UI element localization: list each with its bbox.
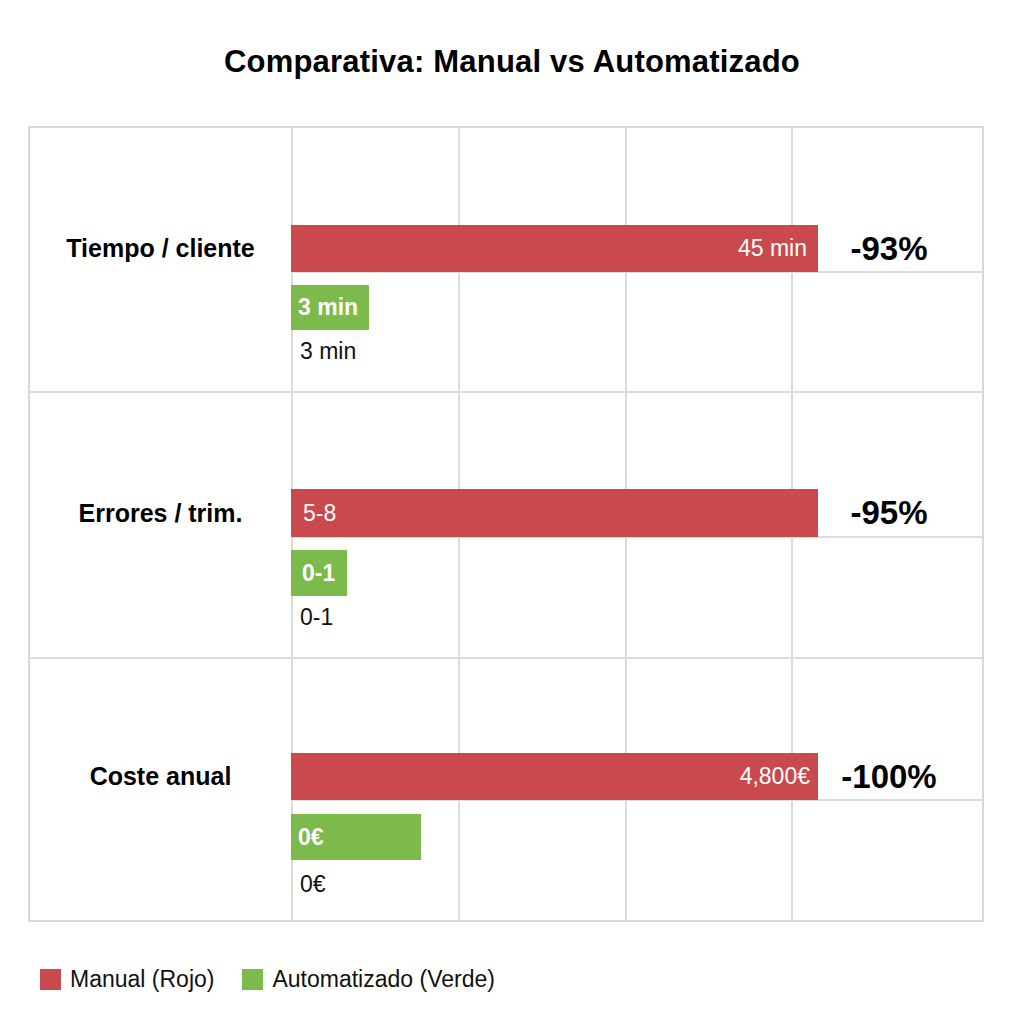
automated-sub-label: 0€ bbox=[300, 870, 326, 898]
legend-label: Manual (Rojo) bbox=[70, 966, 214, 993]
category-label: Coste anual bbox=[30, 753, 291, 800]
manual-bar-value: 4,800€ bbox=[291, 753, 810, 800]
manual-bar: 4,800€ bbox=[291, 753, 818, 800]
automated-bar-value: 3 min bbox=[298, 285, 369, 330]
automated-bar-value: 0€ bbox=[298, 814, 421, 860]
row-separator bbox=[30, 657, 982, 659]
manual-bar-value: 45 min bbox=[291, 225, 807, 272]
reduction-label: -95% bbox=[800, 489, 978, 537]
row-separator bbox=[30, 391, 982, 393]
reduction-label: -93% bbox=[800, 225, 978, 272]
plot-area: Tiempo / cliente 45 min -93% 3 min 3 min… bbox=[28, 126, 984, 922]
category-label: Errores / trim. bbox=[30, 489, 291, 537]
manual-bar-value: 5-8 bbox=[303, 489, 818, 537]
legend-item-automated: Automatizado (Verde) bbox=[242, 966, 494, 993]
manual-color-swatch-icon bbox=[40, 969, 61, 990]
legend: Manual (Rojo) Automatizado (Verde) bbox=[40, 966, 495, 993]
manual-bar: 45 min bbox=[291, 225, 818, 272]
category-label: Tiempo / cliente bbox=[30, 225, 291, 272]
reduction-label: -100% bbox=[800, 753, 978, 800]
automated-sub-label: 0-1 bbox=[300, 603, 333, 631]
legend-label: Automatizado (Verde) bbox=[272, 966, 494, 993]
automated-bar-value: 0-1 bbox=[302, 550, 347, 596]
legend-item-manual: Manual (Rojo) bbox=[40, 966, 214, 993]
automated-bar: 3 min bbox=[291, 285, 369, 330]
automated-sub-label: 3 min bbox=[300, 336, 356, 366]
automated-bar: 0€ bbox=[291, 814, 421, 860]
chart-title: Comparativa: Manual vs Automatizado bbox=[0, 44, 1024, 80]
manual-bar: 5-8 bbox=[291, 489, 818, 537]
automated-color-swatch-icon bbox=[242, 969, 263, 990]
comparison-chart: Comparativa: Manual vs Automatizado Tiem… bbox=[0, 0, 1024, 1024]
automated-bar: 0-1 bbox=[291, 550, 347, 596]
